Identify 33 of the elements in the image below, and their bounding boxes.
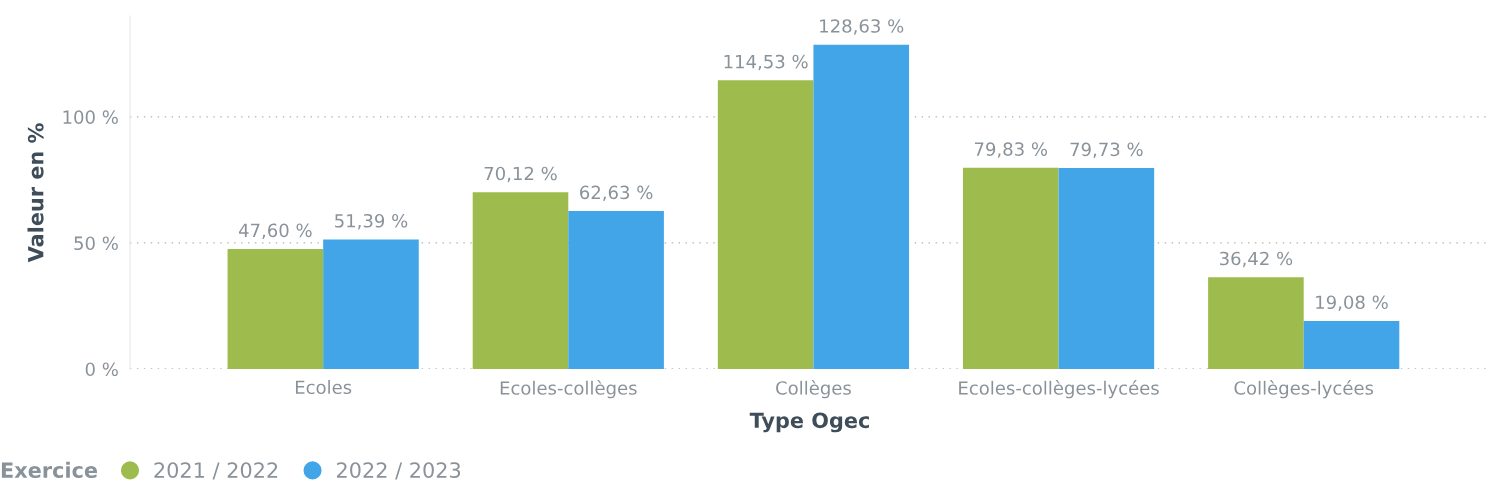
data-label: 114,53 %	[724, 54, 808, 71]
x-tick-label: Ecoles-collèges-lycées	[959, 380, 1159, 399]
bar	[472, 192, 569, 369]
bar	[1303, 320, 1400, 369]
bar	[1208, 277, 1304, 369]
x-tick-label: Ecoles	[295, 380, 352, 395]
y-axis-title: Valeur en %	[27, 123, 44, 263]
bar	[568, 211, 664, 369]
x-axis-title: Type Ogec	[749, 412, 869, 433]
y-tick-label: 50 %	[74, 236, 118, 251]
x-tick-label: Collèges	[776, 380, 851, 399]
data-label: 51,39 %	[335, 213, 408, 230]
bar	[227, 248, 324, 369]
data-label: 79,83 %	[974, 142, 1048, 158]
bar	[962, 167, 1059, 369]
data-label: 62,63 %	[580, 185, 653, 202]
bar	[1058, 167, 1155, 369]
x-tick-label: Ecoles-collèges	[500, 380, 637, 399]
bar	[813, 44, 910, 369]
legend-title: Exercice	[1, 461, 98, 478]
data-label: 128,63 %	[820, 19, 904, 35]
data-label: 36,42 %	[1219, 251, 1293, 268]
y-tick-label: 100 %	[63, 110, 118, 124]
x-tick-label: Collèges-lycées	[1234, 380, 1374, 399]
legend-label: 2022 / 2023	[336, 462, 461, 480]
legend-label: 2021 / 2022	[154, 462, 278, 480]
data-label: 19,08 %	[1316, 295, 1388, 311]
data-label: 47,60 %	[238, 223, 312, 239]
data-label: 79,73 %	[1070, 142, 1143, 158]
bar	[323, 239, 419, 369]
y-tick-label: 0 %	[85, 362, 118, 377]
data-label: 70,12 %	[484, 166, 557, 183]
bar	[717, 80, 814, 369]
